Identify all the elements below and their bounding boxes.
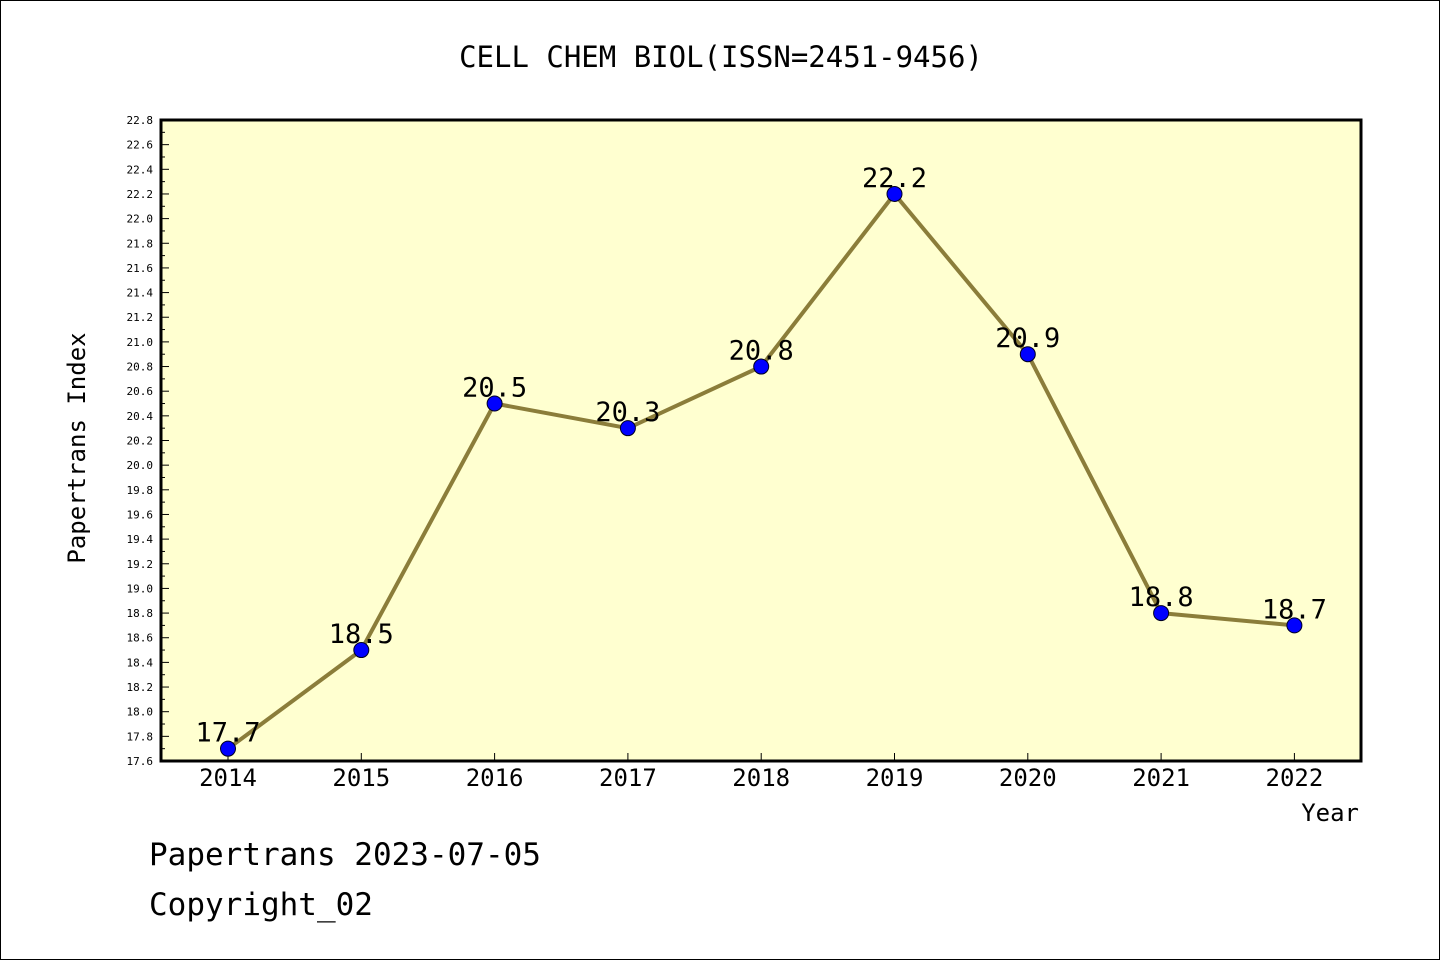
y-tick-label: 20.6	[127, 385, 154, 398]
y-tick-label: 21.6	[127, 262, 154, 275]
data-label: 17.7	[195, 718, 260, 749]
data-point	[486, 395, 503, 412]
y-tick-label: 22.4	[127, 163, 154, 176]
x-tick-label: 2016	[466, 764, 524, 792]
y-tick-label: 19.0	[127, 582, 154, 595]
y-tick-label: 21.4	[127, 287, 154, 300]
x-tick-label: 2021	[1132, 764, 1190, 792]
y-tick-label: 19.8	[127, 484, 154, 497]
data-label: 20.3	[595, 397, 660, 428]
y-tick-label: 18.0	[127, 706, 154, 719]
y-tick-label: 20.4	[127, 410, 154, 423]
y-tick-label: 19.6	[127, 508, 154, 521]
data-label: 20.8	[729, 336, 794, 367]
y-tick-label: 21.2	[127, 311, 154, 324]
y-tick-label: 18.8	[127, 607, 154, 620]
data-point	[1019, 346, 1036, 363]
y-tick-label: 18.4	[127, 656, 154, 669]
data-label: 22.2	[862, 163, 927, 194]
y-axis-label: Papertrans Index	[63, 332, 91, 563]
y-tick-label: 22.8	[127, 114, 154, 127]
series-points	[220, 185, 1303, 757]
x-tick-label: 2015	[332, 764, 390, 792]
x-tick-label: 2014	[199, 764, 257, 792]
x-tick-label: 2019	[866, 764, 924, 792]
data-point	[886, 185, 903, 202]
y-tick-label: 20.2	[127, 435, 154, 448]
data-label: 18.5	[329, 619, 394, 650]
y-tick-label: 20.0	[127, 459, 154, 472]
footer-copyright: Copyright_02	[149, 887, 373, 923]
y-axis-ticks: 17.6 17.8 18.0 18.2 18.4 18.6 18.8 19.0 19.2 19.4…	[127, 114, 169, 768]
chart-title: CELL CHEM BIOL(ISSN=2451-9456)	[459, 40, 983, 74]
data-point	[619, 420, 636, 437]
data-point	[220, 740, 236, 757]
data-label: 18.7	[1262, 594, 1327, 625]
x-tick-label: 2020	[999, 764, 1057, 792]
data-point	[1153, 605, 1170, 622]
x-tick-label: 2018	[732, 764, 790, 792]
y-tick-label: 20.8	[127, 361, 154, 374]
y-tick-label: 17.8	[127, 730, 154, 743]
x-tick-label: 2022	[1266, 764, 1324, 792]
y-tick-label: 17.6	[127, 755, 154, 768]
y-tick-label: 22.6	[127, 139, 154, 152]
data-point	[1286, 617, 1303, 634]
y-tick-label: 19.4	[127, 533, 154, 546]
data-label: 18.8	[1129, 582, 1194, 613]
x-tick-label: 2017	[599, 764, 657, 792]
y-tick-label: 21.8	[127, 237, 154, 250]
y-tick-label: 22.2	[127, 188, 154, 201]
data-label: 20.9	[995, 323, 1060, 354]
y-tick-label: 19.2	[127, 558, 154, 571]
plot-border	[159, 118, 1363, 763]
data-labels: 17.7 18.5 20.5 20.3 20.8 22.2 20.9 18.8 18.7	[195, 163, 1326, 749]
footer-date: Papertrans 2023-07-05	[149, 837, 541, 873]
y-tick-label: 21.0	[127, 336, 154, 349]
y-tick-label: 18.2	[127, 681, 154, 694]
data-label: 20.5	[462, 373, 527, 404]
y-tick-label: 18.6	[127, 632, 154, 645]
data-point	[353, 642, 370, 659]
y-tick-label: 22.0	[127, 213, 154, 226]
x-axis-label: Year	[1301, 799, 1359, 827]
data-point	[753, 358, 770, 375]
x-axis-ticks: 2014 2015 2016 2017 2018 2019 2020 2021 2022	[199, 753, 1323, 792]
